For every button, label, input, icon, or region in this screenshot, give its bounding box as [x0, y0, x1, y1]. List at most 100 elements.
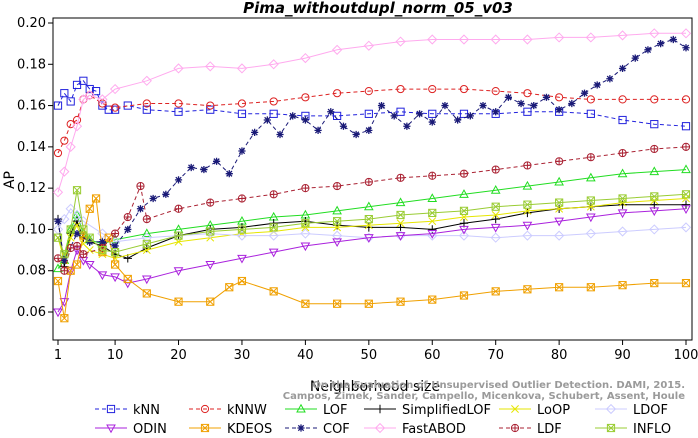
data-point-ldof	[458, 230, 470, 241]
data-point-odin	[84, 261, 95, 270]
x-tick-label: 100	[674, 348, 698, 363]
data-point-simplifiedlof	[491, 214, 500, 224]
data-point-knn	[53, 101, 63, 110]
data-point-knnw	[523, 89, 532, 98]
watermark-citation: On the Evaluation of Unsupervised Outlie…	[312, 380, 685, 391]
data-point-knn	[586, 109, 595, 118]
legend-marker-kdeos	[200, 423, 210, 433]
legend-item-knn: kNN	[95, 403, 160, 418]
data-point-fastabod	[65, 141, 76, 152]
data-point-fastabod	[458, 34, 470, 45]
data-point-fastabod	[84, 90, 95, 101]
data-point-kdeos	[206, 297, 215, 306]
data-point-simplifiedlof	[332, 221, 342, 230]
data-point-simplifiedlof	[523, 208, 532, 218]
data-point-ldf	[142, 215, 151, 224]
data-point-inflo	[618, 194, 627, 203]
legend-label-ldof: LDOF	[633, 403, 668, 418]
data-point-ldof	[268, 230, 279, 241]
data-point-cof	[238, 147, 246, 155]
data-point-cof	[618, 64, 627, 73]
data-point-inflo	[60, 250, 69, 259]
data-point-knn	[174, 107, 183, 116]
data-point-ldf	[174, 204, 183, 213]
x-tick-label: 60	[424, 348, 441, 363]
data-point-kdeos	[618, 281, 627, 290]
data-point-cof	[593, 81, 601, 89]
data-point-fastabod	[332, 44, 343, 55]
data-point-inflo	[650, 192, 659, 201]
legend-item-odin: ODIN	[95, 422, 167, 437]
legend-marker-knnw	[200, 404, 210, 414]
data-point-ldof	[680, 222, 692, 233]
data-point-simplifiedlof	[142, 243, 152, 253]
data-point-cof	[98, 238, 107, 246]
data-point-knn	[269, 109, 278, 118]
data-point-cof	[301, 116, 309, 124]
data-point-odin	[363, 234, 374, 243]
data-point-inflo	[459, 206, 469, 215]
data-point-ldf	[333, 181, 342, 191]
data-point-cof	[504, 93, 512, 101]
data-point-cof	[212, 157, 221, 165]
data-point-cof	[136, 205, 145, 213]
data-point-fastabod	[395, 36, 406, 47]
x-tick-label: 80	[551, 348, 568, 363]
data-point-knnw	[364, 87, 373, 96]
data-point-kdeos	[269, 287, 278, 296]
data-point-ldf	[491, 165, 500, 174]
data-point-lof	[363, 201, 374, 211]
data-point-kdeos	[428, 295, 437, 304]
data-point-odin	[395, 232, 406, 241]
data-point-odin	[459, 225, 469, 235]
data-point-lof	[522, 180, 533, 190]
data-point-loop	[428, 217, 437, 226]
data-point-fastabod	[617, 30, 628, 41]
data-point-odin	[97, 271, 108, 281]
data-point-kdeos	[523, 285, 532, 294]
legend-marker-ldf	[510, 423, 520, 433]
data-point-kdeos	[174, 297, 183, 306]
data-point-cof	[428, 118, 436, 126]
data-point-knnw	[85, 91, 94, 100]
data-point-ldf	[459, 169, 469, 178]
data-point-lof	[617, 168, 628, 178]
data-point-lof	[554, 176, 564, 186]
data-point-cof	[390, 112, 398, 120]
data-point-cof	[225, 170, 233, 178]
data-point-cof	[251, 128, 259, 137]
data-point-knnw	[53, 148, 63, 158]
legend-label-simplifiedlof: SimplifiedLOF	[402, 403, 491, 418]
data-point-kdeos	[681, 279, 691, 288]
data-point-kdeos	[650, 279, 659, 288]
data-point-knn	[142, 105, 151, 114]
series-inflo	[53, 186, 691, 259]
data-point-lof	[395, 197, 406, 207]
data-point-fastabod	[205, 61, 216, 72]
legend-marker-cof	[297, 424, 305, 432]
data-point-lof	[459, 189, 469, 198]
legend-item-fastabod: FastABOD	[364, 422, 466, 437]
data-point-fastabod	[78, 94, 89, 105]
plot-frame	[52, 17, 693, 341]
data-point-ldof	[554, 230, 565, 241]
data-point-inflo	[110, 248, 120, 257]
data-point-fastabod	[680, 28, 692, 39]
data-point-ldf	[681, 142, 691, 151]
data-point-inflo	[237, 225, 247, 234]
data-point-knnw	[301, 93, 310, 102]
data-point-ldf	[586, 153, 595, 162]
data-point-inflo	[681, 190, 691, 199]
data-point-kdeos	[301, 299, 310, 308]
series-fastabod	[52, 28, 692, 198]
x-tick-label: 90	[614, 348, 631, 363]
data-point-ldf	[555, 157, 564, 166]
data-point-knnw	[618, 95, 627, 104]
series-loop	[54, 194, 690, 265]
data-point-simplifiedlof	[269, 219, 278, 228]
data-point-ldf	[206, 198, 215, 207]
data-point-knn	[428, 109, 437, 118]
data-point-knnw	[428, 84, 437, 94]
data-point-lof	[490, 184, 501, 194]
data-point-knnw	[681, 95, 691, 104]
